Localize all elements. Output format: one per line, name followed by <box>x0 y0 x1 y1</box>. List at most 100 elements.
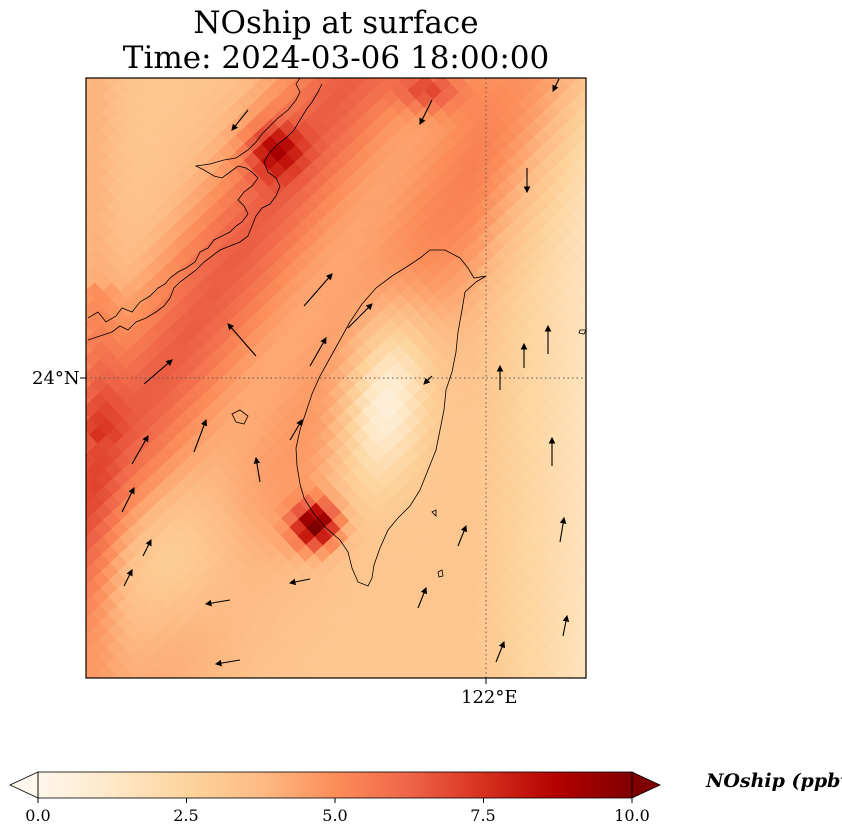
field-cell <box>597 267 614 284</box>
field-cell <box>308 44 325 61</box>
wind-arrow <box>552 78 560 92</box>
field-cell <box>584 121 586 124</box>
field-cell <box>109 673 120 678</box>
field-cell <box>580 464 586 477</box>
field-cell <box>460 50 477 67</box>
field-cell <box>102 78 105 80</box>
field-cell <box>604 81 621 98</box>
field-cell <box>585 104 586 106</box>
field-cell <box>609 616 626 633</box>
field-cell <box>86 78 87 79</box>
field-cell <box>595 301 612 318</box>
field-cell <box>494 78 510 86</box>
field-cell <box>582 186 586 194</box>
field-cell <box>138 55 155 72</box>
field-cell <box>599 429 616 446</box>
field-cell <box>576 563 586 582</box>
field-cell <box>575 138 586 157</box>
wind-vectors <box>121 78 570 667</box>
field-cell <box>80 681 97 698</box>
island-small-1 <box>431 509 437 517</box>
island-small-2 <box>437 569 444 578</box>
field-cell <box>572 223 586 242</box>
wind-arrow <box>419 99 433 125</box>
field-cell <box>579 54 596 71</box>
field-cell <box>64 663 81 680</box>
field-cell <box>571 46 588 63</box>
field-cell <box>462 78 475 85</box>
field-cell <box>592 386 609 403</box>
field-cell <box>104 54 121 71</box>
field-cell <box>603 539 620 556</box>
field-cell <box>494 51 511 68</box>
field-cell <box>239 59 256 76</box>
wind-arrow <box>423 375 433 385</box>
field-cell <box>593 369 610 386</box>
field-cell <box>314 78 316 79</box>
field-cell <box>593 581 610 598</box>
field-cell <box>79 44 96 61</box>
field-cell <box>576 78 581 80</box>
wind-arrow <box>123 569 133 587</box>
field-cell <box>581 203 586 212</box>
field-cell <box>595 547 612 564</box>
field-cell <box>582 644 586 653</box>
field-cell <box>610 370 627 387</box>
field-cell <box>581 661 586 671</box>
field-cell <box>589 471 606 488</box>
field-cell <box>250 687 267 704</box>
field-cell <box>602 344 619 361</box>
field-cell <box>429 78 440 83</box>
wind-arrow <box>121 487 135 513</box>
field-cell <box>572 435 586 454</box>
field-cell <box>68 332 85 349</box>
wind-arrow <box>142 539 152 557</box>
field-cell <box>599 199 616 216</box>
field-cell <box>588 488 605 505</box>
field-cell <box>188 57 205 74</box>
field-cell <box>86 289 87 292</box>
field-cell <box>171 56 188 73</box>
field-cell <box>436 694 453 711</box>
field-cell <box>581 691 598 708</box>
field-cell <box>532 671 545 678</box>
field-cell <box>580 235 586 247</box>
field-cell <box>583 153 586 159</box>
field-cell <box>67 120 84 137</box>
field-cell <box>594 335 611 352</box>
coastline-layer <box>87 78 586 587</box>
field-cell <box>401 56 418 73</box>
field-cell <box>71 689 88 706</box>
colorbar-tick-label: 5.0 <box>322 806 348 825</box>
field-cell <box>214 49 231 66</box>
field-cell <box>599 216 616 233</box>
field-cell <box>611 565 628 582</box>
field-cell <box>285 671 300 678</box>
field-cell <box>68 545 85 562</box>
field-cell <box>550 672 562 678</box>
field-cell <box>608 421 625 438</box>
field-cell <box>276 680 293 697</box>
map-subtitle-time: Time: 2024-03-06 18:00:00 <box>122 40 550 76</box>
field-cell <box>604 293 621 310</box>
field-cell <box>68 86 85 103</box>
field-cell <box>585 546 586 547</box>
field-cell <box>156 692 173 709</box>
field-cell <box>564 691 581 708</box>
field-cell <box>605 488 622 505</box>
colorbar-tick-label: 7.5 <box>470 806 496 825</box>
field-cell <box>511 78 528 87</box>
field-cell <box>598 233 615 250</box>
wind-arrow <box>289 419 303 441</box>
field-cell <box>596 55 613 72</box>
field-cell <box>574 172 586 191</box>
field-cell <box>574 155 586 174</box>
field-cell <box>233 687 250 704</box>
field-cell <box>599 658 616 675</box>
field-cell <box>608 191 625 208</box>
field-cell <box>445 78 457 84</box>
field-cell <box>547 690 564 707</box>
field-cell <box>64 205 81 222</box>
field-cell <box>607 438 624 455</box>
